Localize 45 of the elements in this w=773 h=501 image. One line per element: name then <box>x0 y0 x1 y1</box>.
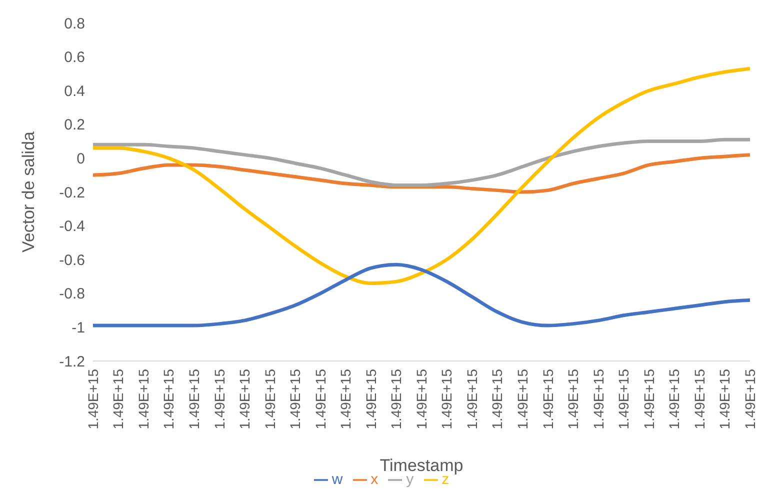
legend-label: x <box>370 471 378 488</box>
y-tick-label: -1 <box>72 320 85 337</box>
x-tick-label: 1.49E+15 <box>84 368 101 430</box>
x-tick-label: 1.49E+15 <box>464 368 480 430</box>
x-tick-label: 1.49E+15 <box>110 368 126 430</box>
x-tick-label: 1.49E+15 <box>590 368 606 430</box>
x-tick-label: 1.49E+15 <box>413 368 430 430</box>
legend-label: w <box>332 471 343 488</box>
x-tick-label: 1.49E+15 <box>338 368 354 430</box>
y-tick-label: 0.8 <box>64 15 85 32</box>
x-tick-label: 1.49E+15 <box>540 368 556 430</box>
x-tick-label: 1.49E+15 <box>236 368 253 430</box>
y-axis-title: Vector de salida <box>19 130 38 252</box>
x-tick-label: 1.49E+15 <box>287 368 304 430</box>
x-tick-label: 1.49E+15 <box>438 368 455 430</box>
x-tick-label: 1.49E+15 <box>211 368 228 430</box>
line-series <box>91 138 752 187</box>
y-tick-label: 0.2 <box>64 116 85 134</box>
x-tick-label: 1.49E+15 <box>616 368 632 430</box>
x-tick-label: 1.49E+15 <box>514 368 531 430</box>
y-tick-label: 0.4 <box>64 82 85 100</box>
x-tick-label: 1.49E+15 <box>312 368 328 430</box>
x-tick-label: 1.49E+15 <box>565 368 582 430</box>
x-tick-label: 1.49E+15 <box>640 368 657 430</box>
y-tick-label: -0.4 <box>59 218 85 236</box>
line-series <box>91 153 752 194</box>
x-tick-label: 1.49E+15 <box>186 368 202 430</box>
y-tick-label: -1.2 <box>59 353 85 370</box>
line-series <box>91 66 752 286</box>
y-tick-label: -0.8 <box>59 286 85 303</box>
y-tick-label: 0 <box>76 150 85 168</box>
y-tick-label: 0.6 <box>64 49 85 66</box>
y-tick-label: -0.6 <box>59 252 85 269</box>
y-tick-label: -0.2 <box>59 184 85 202</box>
x-tick-label: 1.49E+15 <box>666 368 682 430</box>
x-tick-label: 1.49E+15 <box>716 368 733 430</box>
x-tick-label: 1.49E+15 <box>135 368 152 430</box>
x-tick-label: 1.49E+15 <box>691 368 708 430</box>
x-tick-label: 1.49E+15 <box>262 368 278 430</box>
line-series <box>91 262 752 328</box>
x-tick-label: 1.49E+15 <box>388 368 404 430</box>
x-tick-label: 1.49E+15 <box>489 368 506 430</box>
x-tick-label: 1.49E+15 <box>742 368 758 430</box>
x-tick-label: 1.49E+15 <box>160 368 177 430</box>
x-tick-label: 1.49E+15 <box>362 368 379 430</box>
